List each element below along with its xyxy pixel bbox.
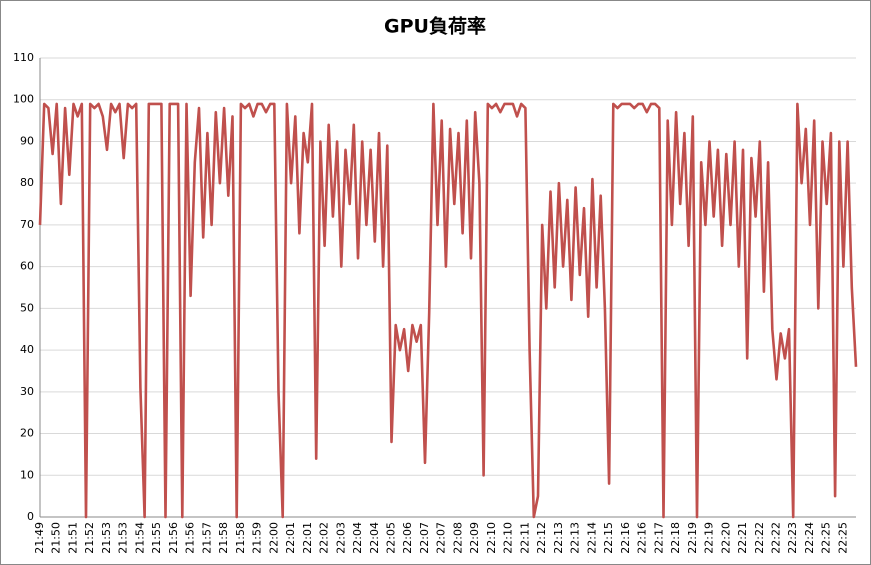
x-tick-label: 22:07 bbox=[435, 522, 448, 554]
x-tick-label: 22:12 bbox=[535, 522, 548, 554]
y-tick-label: 40 bbox=[20, 343, 34, 356]
x-tick-label: 21:50 bbox=[50, 522, 63, 554]
y-tick-label: 100 bbox=[13, 93, 34, 106]
x-tick-label: 22:13 bbox=[569, 522, 582, 554]
x-tick-label: 22:04 bbox=[368, 522, 381, 554]
x-tick-label: 22:05 bbox=[385, 522, 398, 554]
x-tick-label: 22:11 bbox=[518, 522, 531, 554]
x-tick-label: 22:21 bbox=[736, 522, 749, 554]
x-tick-label: 21:59 bbox=[251, 522, 264, 554]
x-tick-label: 22:13 bbox=[552, 522, 565, 554]
x-tick-label: 22:01 bbox=[301, 522, 314, 554]
x-tick-label: 21:51 bbox=[66, 522, 79, 554]
x-tick-label: 22:18 bbox=[669, 522, 682, 554]
x-tick-label: 22:15 bbox=[602, 522, 615, 554]
x-tick-label: 22:16 bbox=[619, 522, 632, 554]
y-tick-label: 0 bbox=[27, 510, 34, 523]
x-tick-label: 21:55 bbox=[150, 522, 163, 554]
x-tick-label: 22:23 bbox=[786, 522, 799, 554]
y-tick-label: 60 bbox=[20, 260, 34, 273]
x-tick-label: 22:25 bbox=[820, 522, 833, 554]
x-tick-label: 22:16 bbox=[636, 522, 649, 554]
x-tick-label: 22:04 bbox=[351, 522, 364, 554]
x-tick-label: 22:19 bbox=[686, 522, 699, 554]
x-tick-label: 21:53 bbox=[117, 522, 130, 554]
x-tick-label: 22:22 bbox=[753, 522, 766, 554]
x-tick-label: 22:20 bbox=[719, 522, 732, 554]
x-tick-label: 21:56 bbox=[167, 522, 180, 554]
y-tick-label: 20 bbox=[20, 427, 34, 440]
x-tick-label: 21:54 bbox=[133, 522, 146, 554]
y-tick-label: 50 bbox=[20, 301, 34, 314]
x-tick-label: 22:06 bbox=[401, 522, 414, 554]
x-tick-label: 21:58 bbox=[234, 522, 247, 554]
y-tick-label: 10 bbox=[20, 468, 34, 481]
x-tick-label: 22:19 bbox=[703, 522, 716, 554]
x-tick-label: 22:03 bbox=[334, 522, 347, 554]
chart-title: GPU負荷率 bbox=[384, 15, 486, 38]
x-tick-label: 22:24 bbox=[803, 522, 816, 554]
y-tick-label: 110 bbox=[13, 51, 34, 64]
x-tick-label: 22:14 bbox=[585, 522, 598, 554]
x-tick-label: 21:52 bbox=[83, 522, 96, 554]
x-tick-label: 22:10 bbox=[485, 522, 498, 554]
data-line bbox=[38, 102, 858, 519]
x-tick-label: 21:57 bbox=[200, 522, 213, 554]
x-tick-label: 22:08 bbox=[451, 522, 464, 554]
y-tick-label: 30 bbox=[20, 385, 34, 398]
y-tick-label: 70 bbox=[20, 218, 34, 231]
x-tick-label: 22:17 bbox=[652, 522, 665, 554]
x-tick-label: 22:10 bbox=[502, 522, 515, 554]
x-tick-label: 22:01 bbox=[284, 522, 297, 554]
x-tick-label: 22:07 bbox=[418, 522, 431, 554]
x-tick-label: 22:25 bbox=[836, 522, 849, 554]
x-tick-label: 22:09 bbox=[468, 522, 481, 554]
x-tick-label: 21:53 bbox=[100, 522, 113, 554]
x-tick-label: 21:49 bbox=[33, 522, 46, 554]
y-tick-label: 80 bbox=[20, 176, 34, 189]
x-tick-label: 21:56 bbox=[184, 522, 197, 554]
x-tick-label: 22:22 bbox=[769, 522, 782, 554]
x-tick-label: 21:58 bbox=[217, 522, 230, 554]
y-tick-label: 90 bbox=[20, 134, 34, 147]
x-tick-label: 22:02 bbox=[318, 522, 331, 554]
x-tick-label: 22:00 bbox=[267, 522, 280, 554]
